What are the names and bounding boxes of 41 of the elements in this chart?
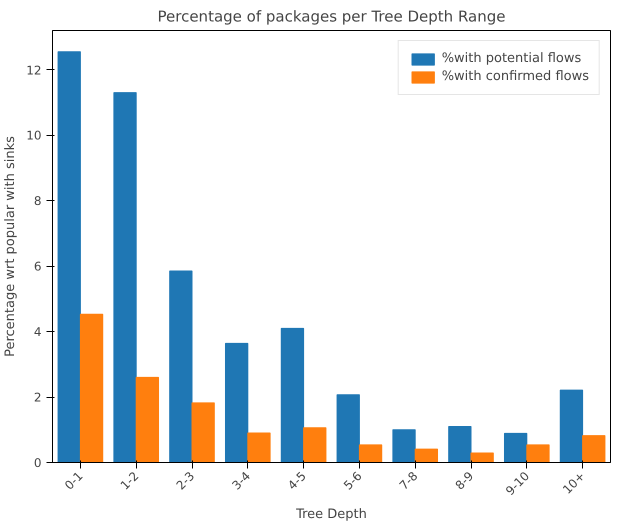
- y-tick-label: 6: [34, 260, 42, 274]
- x-tick-label: 0-1: [62, 468, 86, 493]
- bar: [470, 452, 494, 462]
- bar: [560, 390, 584, 462]
- y-tick-label: 4: [34, 325, 42, 340]
- y-axis-title: Percentage wrt popular with sinks: [3, 136, 18, 357]
- bar: [448, 426, 472, 462]
- x-tick-label: 8-9: [452, 468, 476, 493]
- bar: [303, 427, 326, 462]
- chart-title: Percentage of packages per Tree Depth Range: [158, 8, 506, 26]
- bar: [247, 432, 271, 462]
- x-tick-label: 7-8: [396, 468, 421, 493]
- x-tick-label: 4-5: [285, 468, 309, 493]
- bar: [358, 444, 382, 462]
- x-tick-label: 10+: [560, 468, 588, 497]
- y-tick-label: 2: [34, 390, 42, 405]
- y-tick-label: 10: [26, 128, 42, 143]
- bar: [414, 448, 438, 462]
- x-tick-label: 2-3: [174, 468, 198, 493]
- x-axis-title: Tree Depth: [295, 507, 367, 522]
- x-tick-label: 3-4: [229, 468, 254, 493]
- bar: [80, 314, 104, 462]
- x-tick-label: 5-6: [340, 468, 365, 493]
- bar: [136, 376, 160, 462]
- y-tick-label: 0: [34, 456, 42, 470]
- bar: [280, 328, 304, 462]
- y-tick-label: 12: [26, 63, 42, 78]
- legend-label: %with confirmed flows: [442, 69, 589, 84]
- bar: [392, 429, 416, 462]
- bar: [192, 402, 215, 462]
- y-tick-label: 8: [34, 194, 42, 208]
- bar: [526, 444, 550, 462]
- bar: [58, 51, 81, 462]
- x-tick-label: 1-2: [118, 468, 142, 493]
- bar: [582, 435, 606, 462]
- legend-label: %with potential flows: [442, 51, 582, 66]
- bar: [224, 342, 248, 462]
- bar: [504, 432, 528, 462]
- bar: [336, 394, 360, 462]
- bar: [169, 270, 192, 462]
- bar: [113, 92, 137, 462]
